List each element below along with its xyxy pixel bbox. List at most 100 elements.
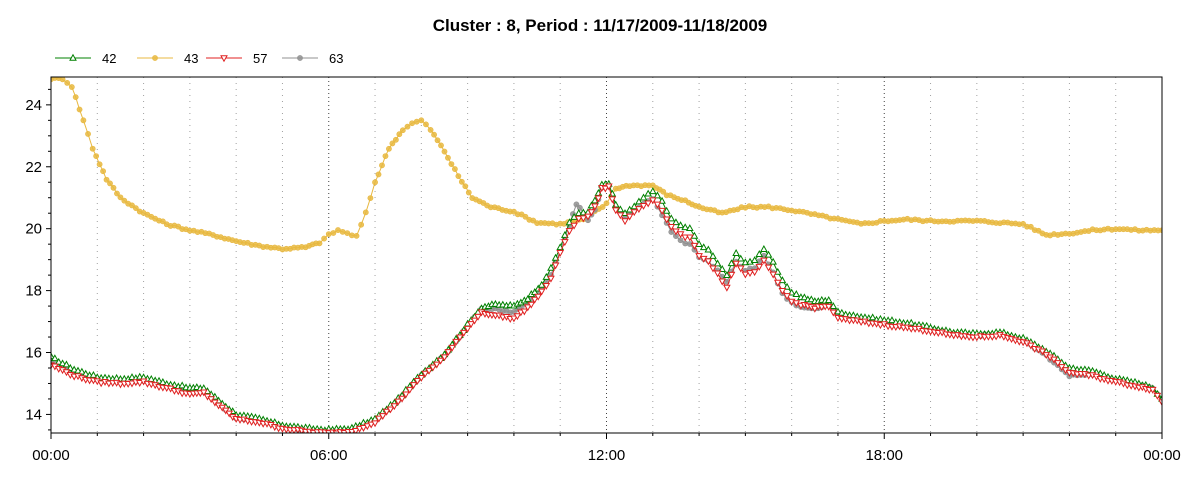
data-point-42 [834,307,842,315]
data-point-42 [551,253,560,261]
data-point-43 [59,77,66,83]
data-point-57 [639,202,648,210]
legend-marker-57 [220,55,228,63]
data-point-42 [685,224,694,232]
data-point-57 [685,234,694,242]
data-point-42 [653,191,662,199]
data-point-57 [523,304,532,312]
data-point-57 [732,260,740,268]
data-point-42 [78,367,86,375]
data-point-57 [398,395,406,403]
data-point-57 [97,380,105,388]
data-point-57 [648,197,657,205]
legend-marker-43 [152,55,158,61]
data-point-42 [755,250,764,257]
data-point-57 [402,391,410,399]
data-point-57 [429,364,437,372]
y-tick-label: 14 [25,406,42,423]
data-point-57 [520,308,529,316]
data-point-42 [523,294,532,302]
data-point-42 [178,381,187,389]
data-point-43 [465,189,472,196]
data-point-43 [438,142,444,149]
data-point-63 [573,201,580,208]
data-point-57 [448,344,457,352]
data-point-57 [534,293,543,301]
data-point-43 [434,137,441,144]
data-point-57 [584,213,592,221]
data-point-43 [159,218,166,225]
data-point-43 [353,232,360,239]
data-point-57 [635,206,643,214]
data-point-42 [128,373,136,381]
data-point-57 [630,209,639,217]
data-point-43 [389,140,396,147]
data-point-42 [579,208,588,216]
data-point-43 [423,121,429,128]
data-point-57 [760,257,768,265]
data-point-57 [530,296,539,304]
data-point-57 [510,315,518,323]
data-point-43 [399,127,406,134]
data-point-43 [107,180,113,187]
data-point-57 [565,228,574,236]
data-point-57 [594,195,603,203]
legend-marker-63 [297,55,303,61]
data-point-43 [392,136,399,143]
data-point-57 [658,207,666,215]
data-point-42 [764,250,773,258]
data-point-42 [760,245,768,252]
plot-series [51,77,1162,433]
data-point-42 [667,214,676,222]
data-point-43 [660,188,667,195]
data-point-42 [639,193,648,201]
series-57 [51,183,1162,433]
data-point-57 [394,398,403,406]
data-point-57 [371,420,379,428]
data-point-42 [783,282,791,290]
data-point-57 [690,242,699,250]
data-point-57 [621,218,629,226]
data-point-63 [576,204,583,211]
legend-item-42: 42 [55,51,116,66]
data-point-57 [601,185,610,193]
data-point-42 [681,223,690,231]
data-point-43 [96,161,103,168]
data-point-57 [527,301,536,309]
data-point-57 [199,389,208,397]
data-point-57 [587,209,596,217]
data-point-57 [456,334,464,342]
data-point-43 [441,148,448,155]
data-point-57 [662,216,671,224]
data-point-57 [723,284,731,292]
data-point-42 [51,352,55,360]
data-point-43 [85,131,91,137]
data-point-57 [560,239,569,247]
data-point-57 [810,305,819,313]
data-point-43 [316,240,323,247]
data-point-42 [727,259,736,267]
data-point-43 [68,84,75,90]
data-point-57 [616,212,625,220]
data-point-57 [591,203,599,211]
data-point-43 [367,195,374,201]
y-tick-label: 16 [25,345,42,362]
data-point-57 [1038,348,1047,356]
data-point-57 [382,408,391,416]
data-point-57 [432,361,441,369]
data-point-57 [741,271,750,279]
data-point-57 [769,271,777,279]
data-point-57 [667,223,676,231]
data-point-57 [135,380,144,387]
data-point-42 [58,359,67,367]
data-point-57 [463,325,472,333]
data-point-42 [736,254,745,262]
data-point-57 [128,380,136,388]
legend-item-57: 57 [206,51,267,66]
data-point-43 [1027,223,1034,230]
legend-marker-42 [69,53,77,61]
data-point-57 [570,222,578,230]
data-point-57 [551,262,560,270]
data-point-42 [824,296,833,303]
data-point-57 [225,410,234,418]
